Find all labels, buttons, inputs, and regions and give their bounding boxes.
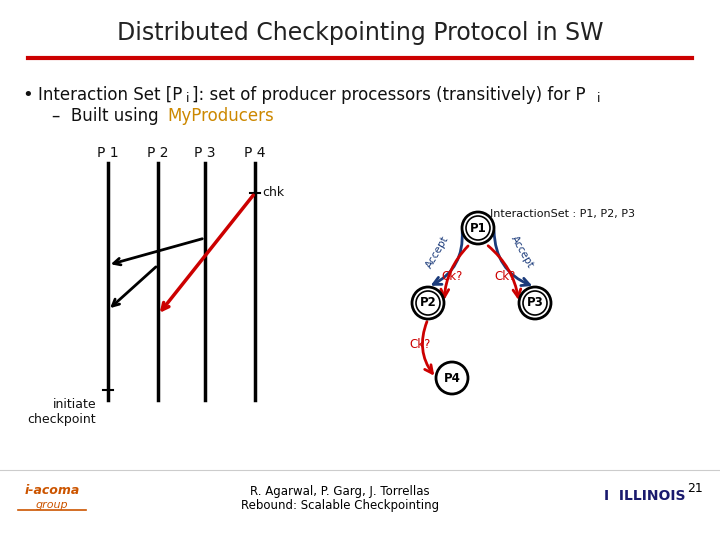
Text: P 1: P 1 <box>97 146 119 160</box>
Text: P3: P3 <box>526 296 544 309</box>
Text: P 4: P 4 <box>244 146 266 160</box>
Text: P 2: P 2 <box>148 146 168 160</box>
Text: P 3: P 3 <box>194 146 216 160</box>
Text: Ck?: Ck? <box>441 269 463 282</box>
Text: Accept: Accept <box>509 234 535 270</box>
Text: Rebound: Scalable Checkpointing: Rebound: Scalable Checkpointing <box>241 500 439 512</box>
Text: Ck?: Ck? <box>409 339 431 352</box>
Text: ]: set of producer processors (transitively) for P: ]: set of producer processors (transitiv… <box>192 86 585 104</box>
Text: –  Built using: – Built using <box>52 107 164 125</box>
FancyArrowPatch shape <box>494 231 529 286</box>
Text: initiate
checkpoint: initiate checkpoint <box>27 398 96 426</box>
Circle shape <box>436 362 468 394</box>
Text: Interaction Set [P: Interaction Set [P <box>38 86 182 104</box>
FancyArrowPatch shape <box>441 246 468 297</box>
FancyArrowPatch shape <box>433 231 462 285</box>
Text: P2: P2 <box>420 296 436 309</box>
Circle shape <box>519 287 551 319</box>
Text: Ck?: Ck? <box>495 269 516 282</box>
Text: group: group <box>36 500 68 510</box>
Text: R. Agarwal, P. Garg, J. Torrellas: R. Agarwal, P. Garg, J. Torrellas <box>250 485 430 498</box>
Text: 21: 21 <box>687 482 703 495</box>
Text: InteractionSet : P1, P2, P3: InteractionSet : P1, P2, P3 <box>490 209 635 219</box>
Text: I  ILLINOIS: I ILLINOIS <box>604 489 685 503</box>
Text: i: i <box>597 92 600 105</box>
Circle shape <box>462 212 494 244</box>
Text: P4: P4 <box>444 372 460 384</box>
FancyArrowPatch shape <box>488 246 521 297</box>
Text: chk: chk <box>262 186 284 199</box>
Text: i-acoma: i-acoma <box>24 483 80 496</box>
Text: i: i <box>186 92 189 105</box>
Text: MyProducers: MyProducers <box>167 107 274 125</box>
Text: Accept: Accept <box>424 234 450 270</box>
FancyArrowPatch shape <box>423 322 433 373</box>
Circle shape <box>412 287 444 319</box>
Text: P1: P1 <box>469 221 487 234</box>
Text: •: • <box>22 86 32 104</box>
Text: Distributed Checkpointing Protocol in SW: Distributed Checkpointing Protocol in SW <box>117 21 603 45</box>
